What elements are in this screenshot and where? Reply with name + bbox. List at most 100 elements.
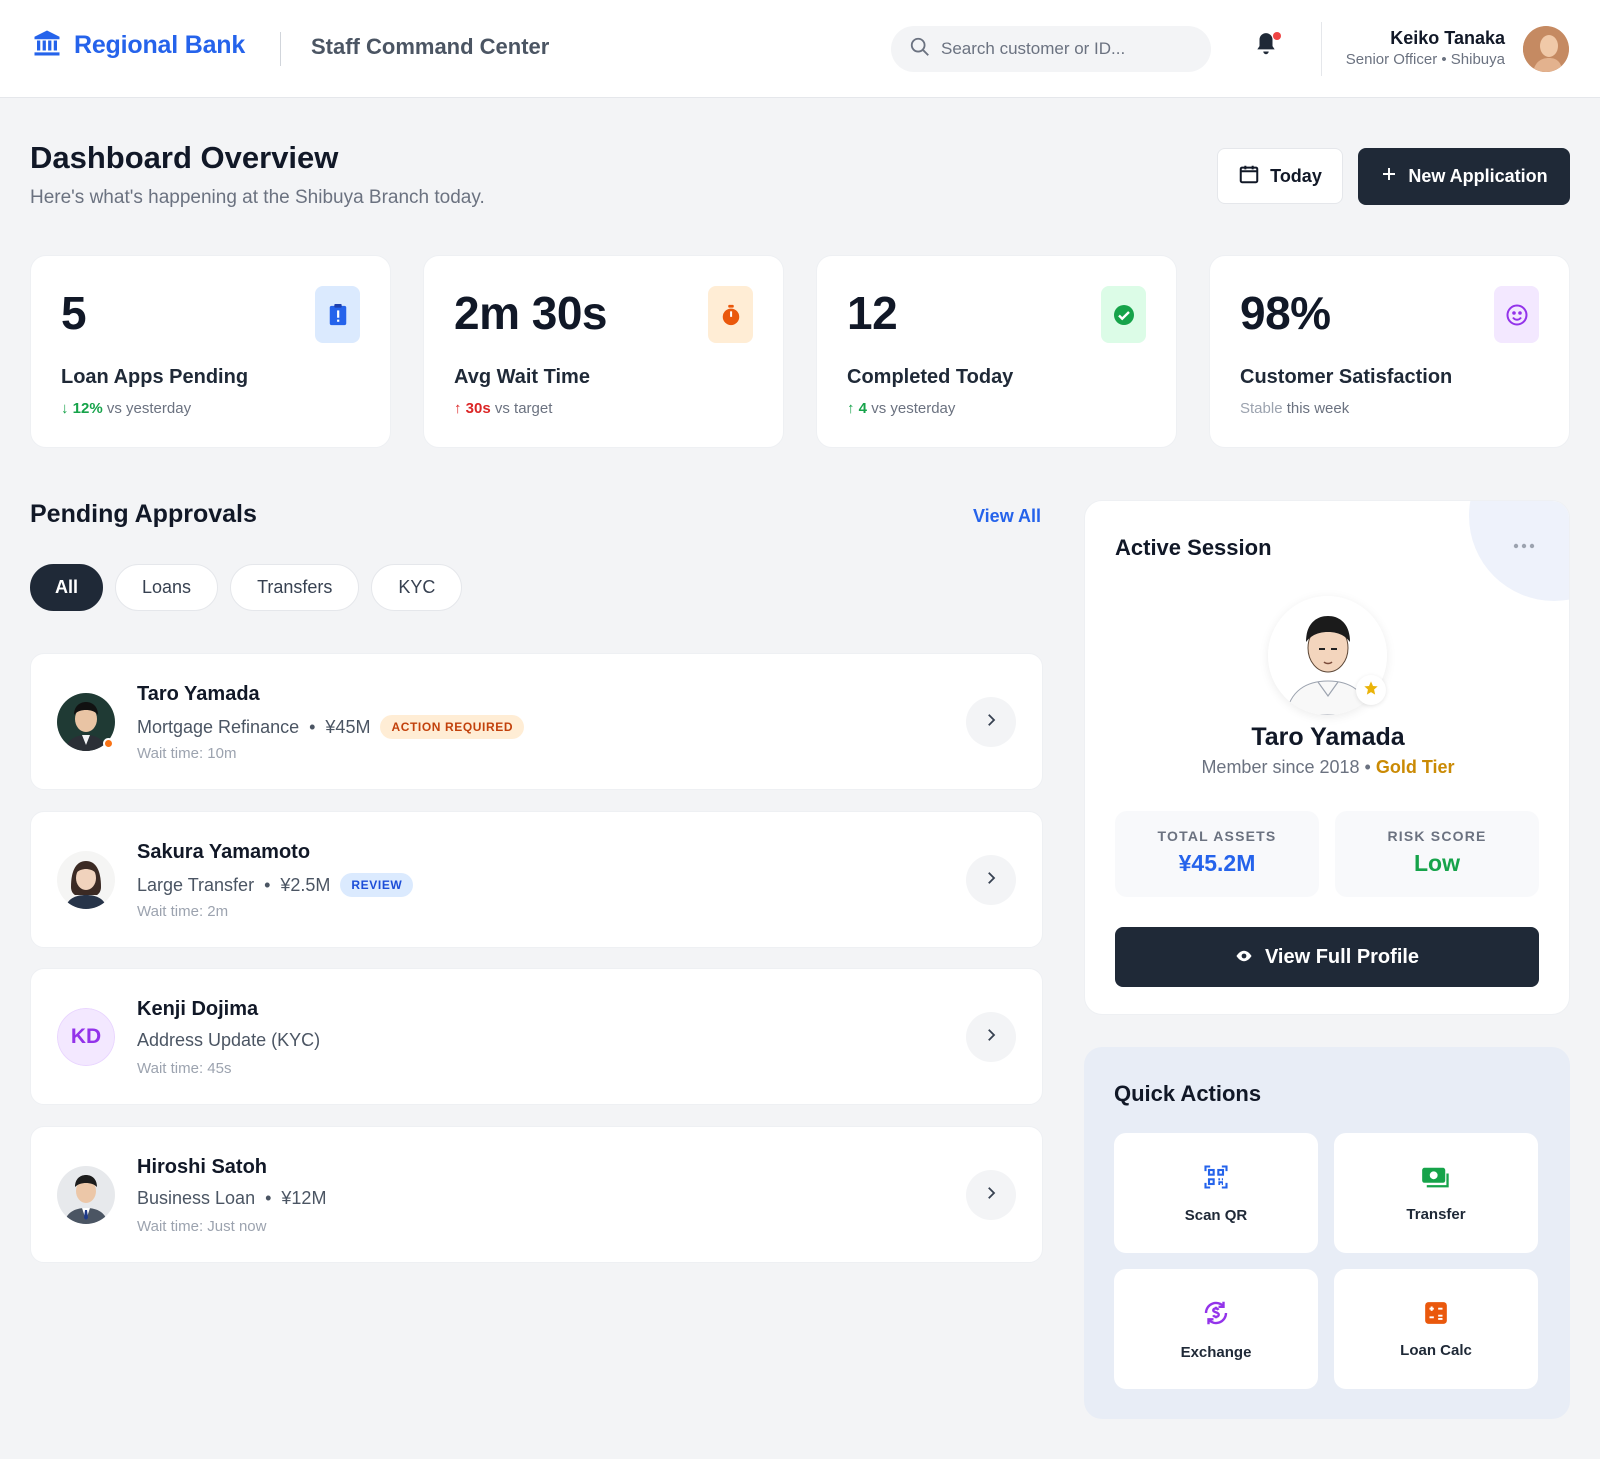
approval-row-kenji-dojima[interactable]: KD Kenji Dojima Address Update (KYC) Wai… [30,968,1043,1105]
ellipsis-icon [1513,537,1535,554]
chevron-right-icon [982,869,1000,892]
stat-card-wait-time[interactable]: 2m 30s Avg Wait Time ↑ 30s vs target [423,255,784,448]
stat-delta-text: vs target [494,400,553,417]
search-box[interactable] [891,26,1211,72]
approval-row-hiroshi-satoh[interactable]: Hiroshi Satoh Business Loan • ¥12M Wait … [30,1126,1043,1263]
quick-action-scan-qr[interactable]: Scan QR [1114,1133,1318,1253]
approval-filters: All Loans Transfers KYC [30,564,463,611]
total-assets-box: TOTAL ASSETS ¥45.2M [1115,811,1319,897]
tier-label: Gold Tier [1375,757,1455,777]
quick-actions-panel: Quick Actions Scan QR Transfer Exchange … [1084,1047,1570,1419]
stopwatch-icon [708,286,753,343]
request-amount: ¥45M [325,716,371,737]
quick-action-label: Transfer [1406,1205,1466,1223]
view-full-profile-button[interactable]: View Full Profile [1115,927,1539,987]
new-application-button[interactable]: New Application [1358,148,1570,205]
eye-icon [1235,946,1253,969]
today-button-label: Today [1270,165,1322,186]
clipboard-alert-icon [315,286,360,343]
user-role: Senior Officer • Shibuya [1345,51,1505,68]
brand-name: Regional Bank [74,31,246,59]
risk-score-box: RISK SCORE Low [1335,811,1539,897]
stat-delta: ↑ 30s vs target [454,400,552,417]
wait-time: Wait time: 45s [137,1060,232,1077]
request-description: Business Loan • ¥12M [137,1188,326,1209]
notifications-button[interactable] [1253,30,1281,62]
filter-all[interactable]: All [30,564,104,611]
filter-loans[interactable]: Loans [115,564,219,611]
quick-action-label: Exchange [1180,1343,1252,1361]
filter-kyc[interactable]: KYC [371,564,463,611]
membership-info: Member since 2018 • Gold Tier [1085,757,1569,778]
view-all-link[interactable]: View All [973,506,1042,526]
request-description: Large Transfer • ¥2.5M REVIEW [137,873,414,897]
smile-icon [1494,286,1539,343]
stat-card-satisfaction[interactable]: 98% Customer Satisfaction Stable this we… [1209,255,1570,448]
status-dot [103,738,114,749]
calendar-icon [1238,163,1260,190]
wait-time: Wait time: 10m [137,745,237,762]
notification-dot [1273,32,1281,40]
approval-row-sakura-yamamoto[interactable]: Sakura Yamamoto Large Transfer • ¥2.5M R… [30,811,1043,948]
open-request-button[interactable] [966,1012,1016,1062]
customer-name: Hiroshi Satoh [137,1156,268,1178]
stat-label: Customer Satisfaction [1240,366,1453,388]
view-full-profile-label: View Full Profile [1264,945,1420,968]
star-icon [1363,680,1379,701]
request-amount: ¥2.5M [280,874,331,895]
gold-star-badge [1356,675,1386,705]
user-avatar[interactable] [1523,26,1569,72]
approval-row-taro-yamada[interactable]: Taro Yamada Mortgage Refinance • ¥45M AC… [30,653,1043,790]
app-title: Staff Command Center [311,34,550,59]
bank-icon [32,28,62,63]
risk-score-label: RISK SCORE [1387,828,1487,844]
customer-name: Kenji Dojima [137,998,259,1020]
request-type: Business Loan [137,1188,256,1208]
quick-action-label: Loan Calc [1400,1341,1472,1359]
brand-divider [280,32,281,66]
page-subtitle: Here's what's happening at the Shibuya B… [30,187,485,208]
today-button[interactable]: Today [1217,148,1343,204]
more-options-button[interactable] [1513,537,1535,555]
open-request-button[interactable] [966,1170,1016,1220]
arrow-down-icon: ↓ [61,400,69,417]
search-input[interactable] [941,39,1181,59]
chevron-right-icon [982,711,1000,734]
open-request-button[interactable] [966,855,1016,905]
stat-delta: ↑ 4 vs yesterday [847,400,955,417]
customer-name: Sakura Yamamoto [137,841,311,863]
stat-value: 5 [61,287,87,339]
stat-card-completed[interactable]: 12 Completed Today ↑ 4 vs yesterday [816,255,1177,448]
brand[interactable]: Regional Bank [32,28,245,63]
active-session-title: Active Session [1115,535,1272,560]
check-circle-icon [1101,286,1146,343]
quick-action-loan-calc[interactable]: Loan Calc [1334,1269,1538,1389]
pending-approvals-title: Pending Approvals [30,500,257,528]
stat-value: 2m 30s [454,287,608,339]
filter-transfers[interactable]: Transfers [230,564,360,611]
quick-actions-title: Quick Actions [1114,1081,1262,1106]
qr-scan-icon [1202,1163,1230,1195]
avatar-initials: KD [57,1008,115,1066]
page-title: Dashboard Overview [30,140,339,175]
stat-card-loan-apps[interactable]: 5 Loan Apps Pending ↓ 12% vs yesterday [30,255,391,448]
stat-delta-text: vs yesterday [871,400,956,417]
request-type: Large Transfer [137,874,255,895]
chevron-right-icon [982,1184,1000,1207]
search-icon [909,36,931,63]
user-name: Keiko Tanaka [1390,28,1505,48]
wait-time: Wait time: Just now [137,1218,267,1235]
bell-icon [1253,33,1279,64]
quick-action-transfer[interactable]: Transfer [1334,1133,1538,1253]
stat-delta-value: 12% [72,400,103,417]
quick-action-exchange[interactable]: Exchange [1114,1269,1318,1389]
open-request-button[interactable] [966,697,1016,747]
risk-score-value: Low [1414,850,1460,876]
quick-action-label: Scan QR [1184,1206,1248,1224]
stat-delta: Stable this week [1240,400,1349,417]
top-header: Regional Bank Staff Command Center Keiko… [0,0,1600,98]
bullet-separator: • [265,1188,272,1208]
avatar [57,851,115,909]
bullet-separator: • [1364,757,1371,777]
avatar [57,1166,115,1224]
